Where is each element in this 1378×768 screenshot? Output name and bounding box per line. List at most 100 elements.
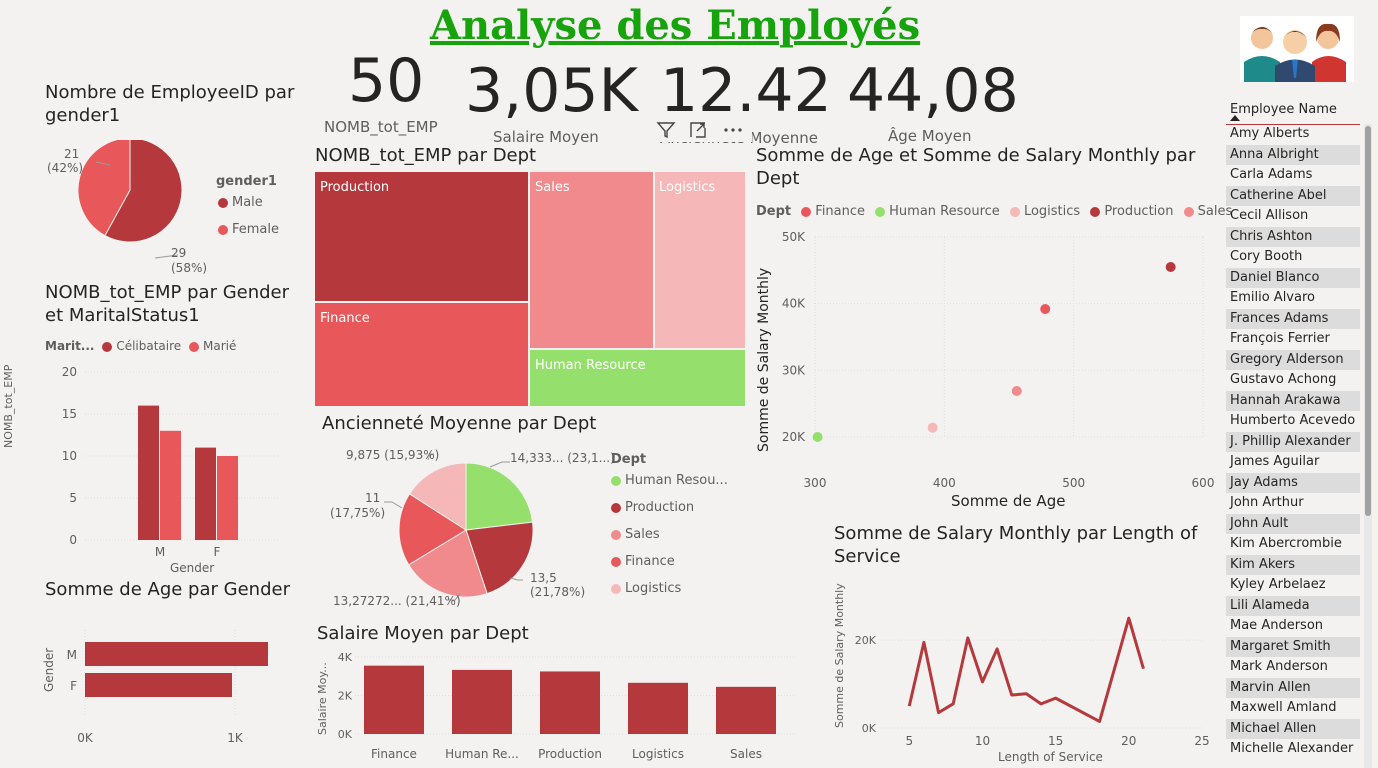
slicer-item[interactable]: John Arthur (1230, 495, 1304, 510)
legend-item-sales[interactable]: Sales (1183, 204, 1232, 219)
bar-F-0[interactable] (195, 447, 216, 540)
dept-treemap[interactable]: Production Finance Sales Logistics Human… (314, 171, 746, 407)
slicer-item[interactable]: Humberto Acevedo (1230, 413, 1356, 428)
treemap-cell-production[interactable]: Production (314, 171, 529, 302)
slicer-item[interactable]: Gustavo Achong (1230, 372, 1337, 387)
slicer-item[interactable]: Mae Anderson (1230, 618, 1324, 633)
slicer-item[interactable]: Lili Alameda (1226, 595, 1360, 616)
legend-item-hr[interactable]: Human Resource (875, 204, 1000, 219)
y-tick-label: M (67, 648, 77, 662)
point-logistics[interactable] (927, 422, 938, 433)
age-gender-bar-chart[interactable]: 0K 1K M F (40, 620, 300, 750)
legend-item-logistics[interactable]: Logistics (1009, 204, 1080, 219)
legend-item-production[interactable]: Production (611, 500, 728, 527)
slicer-item[interactable]: Cecil Allison (1230, 208, 1309, 223)
slicer-item[interactable]: Mark Anderson (1230, 659, 1328, 674)
slicer-item[interactable]: Frances Adams (1226, 308, 1360, 329)
legend-item-hr[interactable]: Human Resou... (611, 473, 728, 500)
tenure-pie-slice-finance[interactable] (398, 493, 467, 566)
treemap-cell-human-resource[interactable]: Human Resource (529, 349, 746, 407)
bar-Sales[interactable] (716, 686, 776, 734)
bar-F[interactable] (85, 673, 232, 697)
sort-ascending-icon[interactable] (1230, 115, 1240, 121)
slicer-item[interactable]: James Aguilar (1230, 454, 1320, 469)
slicer-item[interactable]: Emilio Alvaro (1230, 290, 1315, 305)
bar-Logistics[interactable] (628, 682, 688, 734)
legend-item-marie[interactable]: Marié (189, 339, 236, 353)
slicer-item[interactable]: Chris Ashton (1226, 226, 1360, 247)
legend-item-finance[interactable]: Finance (801, 204, 865, 219)
gender-marital-bar-chart[interactable]: 0 5 10 15 20 M F (40, 360, 300, 580)
treemap-cell-sales[interactable]: Sales (529, 171, 654, 349)
x-tick-label: 5 (905, 734, 913, 748)
slicer-item[interactable]: Jay Adams (1226, 472, 1360, 493)
slicer-item[interactable]: Maxwell Amland (1230, 700, 1337, 715)
gender-pie-slice-male[interactable] (104, 140, 183, 243)
slicer-item[interactable]: Hannah Arakawa (1226, 390, 1360, 411)
point-sales[interactable] (1011, 386, 1022, 396)
focus-mode-icon[interactable] (688, 120, 708, 140)
tenure-label-finance-pct: (17,75%) (330, 506, 386, 520)
slicer-item[interactable]: Kim Akers (1226, 554, 1360, 575)
slicer-item[interactable]: Marvin Allen (1226, 677, 1360, 698)
bar-Finance[interactable] (364, 665, 424, 734)
scatter-chart[interactable]: 20K 30K 40K 50K 300 400 500 600 (760, 225, 1220, 495)
legend-item-finance[interactable]: Finance (611, 554, 728, 581)
salary-service-line-chart[interactable]: 0K 20K 5 10 15 20 25 (840, 585, 1220, 755)
slicer-item[interactable]: Daniel Blanco (1226, 267, 1360, 288)
slicer-item[interactable]: Catherine Abel (1226, 185, 1360, 206)
employee-slicer-header[interactable]: Employee Name (1226, 98, 1360, 125)
slicer-item[interactable]: Michelle Alexander (1230, 741, 1354, 756)
salary-line[interactable] (907, 616, 1145, 723)
legend-item-logistics[interactable]: Logistics (611, 581, 728, 608)
gender-pie-legend-female[interactable]: Female (218, 222, 279, 237)
slicer-item[interactable]: Michael Allen (1226, 718, 1360, 739)
treemap-cell-finance[interactable]: Finance (314, 302, 529, 407)
legend-dot (611, 583, 621, 594)
tenure-pie-slice-production[interactable] (465, 521, 534, 595)
treemap-cell-logistics[interactable]: Logistics (654, 171, 746, 349)
gender-pie-chart[interactable] (30, 140, 310, 280)
legend-item-sales[interactable]: Sales (611, 527, 728, 554)
slicer-item[interactable]: John Ault (1226, 513, 1360, 534)
tenure-pie-slice-logistics[interactable] (408, 462, 467, 531)
tenure-pie-slice-sales[interactable] (408, 529, 488, 598)
y-tick-label: 0 (69, 533, 77, 547)
y-tick-label: F (70, 679, 77, 693)
bar-M[interactable] (85, 642, 268, 666)
x-tick-label: 0K (77, 731, 94, 745)
bar-Production[interactable] (540, 671, 600, 734)
point-production[interactable] (1165, 262, 1176, 272)
slicer-item[interactable]: Amy Alberts (1230, 126, 1310, 141)
line-xlabel: Length of Service (998, 750, 1103, 764)
line-ylabel: Somme de Salary Monthly (833, 583, 846, 728)
slicer-item[interactable]: Kyley Arbelaez (1230, 577, 1326, 592)
tenure-pie-slice-human-resource[interactable] (465, 462, 534, 531)
slicer-scrollbar-thumb[interactable] (1365, 126, 1371, 516)
slicer-item[interactable]: Margaret Smith (1226, 636, 1360, 657)
slicer-item[interactable]: Anna Albright (1226, 144, 1360, 165)
slicer-item[interactable]: Cory Booth (1230, 249, 1303, 264)
point-finance[interactable] (1040, 304, 1051, 314)
bar-F-1[interactable] (217, 456, 238, 540)
gender-pie-legend-male[interactable]: Male (218, 195, 263, 210)
employee-slicer-list[interactable]: Amy Alberts Anna Albright Carla Adams Cathe… (1226, 124, 1360, 768)
filter-icon[interactable] (656, 120, 676, 140)
x-tick-label: Finance (371, 747, 417, 761)
slicer-item[interactable]: Carla Adams (1230, 167, 1313, 182)
slicer-item[interactable]: Gregory Alderson (1226, 349, 1360, 370)
x-tick-label: 25 (1194, 734, 1209, 748)
bar-M-1[interactable] (160, 430, 181, 540)
legend-item-production[interactable]: Production (1090, 204, 1173, 219)
bar-M-0[interactable] (138, 405, 159, 540)
salary-dept-bar-chart[interactable]: 0K 2K 4K Finance Human Re... Production Logist… (310, 645, 800, 765)
point-human-resource[interactable] (812, 432, 823, 442)
bar-Human Re...[interactable] (452, 669, 512, 734)
slicer-item[interactable]: François Ferrier (1230, 331, 1330, 346)
tenure-pie-chart[interactable] (330, 440, 620, 620)
slicer-item[interactable]: J. Phillip Alexander (1226, 431, 1360, 452)
gender-pie-slice-female[interactable] (77, 140, 131, 237)
slicer-item[interactable]: Kim Abercrombie (1230, 536, 1342, 551)
legend-item-celibataire[interactable]: Célibataire (102, 339, 181, 353)
more-options-icon[interactable] (722, 120, 744, 140)
